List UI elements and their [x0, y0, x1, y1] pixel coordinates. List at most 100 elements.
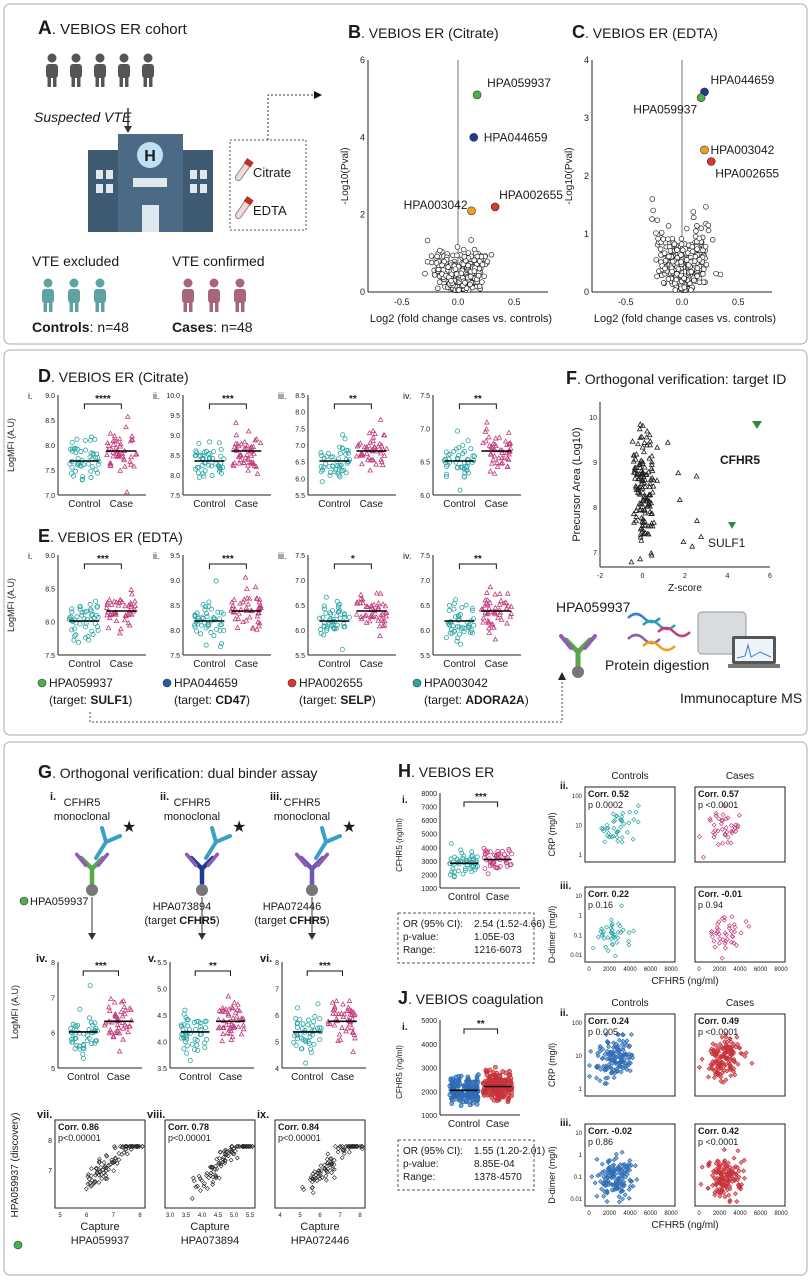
p-value: p 0.0002: [588, 800, 623, 810]
volcano-dot: [672, 280, 678, 287]
y-axis-label: LogMFI (A.U): [6, 418, 16, 472]
data-dot: [709, 1062, 715, 1068]
sig-bracket: [458, 403, 497, 409]
data-dot: [132, 451, 139, 457]
data-dot: [649, 489, 656, 495]
data-dot: [458, 1091, 464, 1097]
y-tick-label: 7.0: [420, 578, 430, 585]
data-dot: [455, 868, 461, 874]
window: [96, 170, 103, 179]
data-dot: [600, 1055, 606, 1061]
data-dot: [735, 1148, 741, 1154]
data-dot: [194, 1042, 200, 1048]
data-dot: [492, 636, 499, 642]
volcano-dot: [717, 271, 724, 278]
hit-label: HPA003042: [404, 198, 468, 212]
data-dot: [599, 1161, 605, 1167]
data-dot: [206, 603, 212, 609]
significance: ***: [222, 554, 234, 565]
x-tick-label: 6: [318, 1213, 322, 1219]
data-dot: [226, 1006, 232, 1012]
data-dot: [736, 812, 742, 818]
data-dot: [606, 834, 612, 840]
data-dot: [103, 1176, 108, 1182]
sig-bracket: [463, 1028, 499, 1034]
hit-label: HPA059937: [633, 103, 697, 117]
person-icon: [183, 301, 187, 312]
data-dot: [292, 1033, 298, 1039]
y-tick-label: 7.0: [45, 493, 55, 500]
x-axis-label: Log2 (fold change cases vs. controls): [370, 313, 552, 325]
data-dot: [648, 452, 655, 459]
y-tick-label: 6.5: [420, 603, 430, 610]
data-dot: [225, 1153, 231, 1159]
data-dot: [129, 611, 135, 617]
binder-target: (target: CD47): [174, 693, 250, 707]
data-dot: [243, 585, 250, 591]
arrowhead: [124, 126, 132, 133]
person-icon: [183, 278, 193, 288]
data-dot: [112, 609, 118, 615]
data-dot: [726, 925, 732, 931]
data-dot: [216, 1175, 222, 1181]
volcano-dot: [684, 257, 690, 263]
data-dot: [639, 501, 645, 507]
data-dot: [736, 1168, 742, 1174]
person-icon: [125, 76, 129, 87]
significance: *: [351, 554, 355, 565]
data-dot: [293, 1016, 299, 1022]
volcano-dot: [437, 247, 443, 254]
data-dot: [327, 472, 333, 478]
data-dot: [626, 1054, 632, 1060]
data-dot: [719, 1034, 725, 1040]
data-dot: [217, 465, 223, 471]
data-dot: [203, 448, 209, 454]
volcano-dot: [484, 258, 491, 265]
data-dot: [627, 1183, 633, 1189]
significance: **: [349, 394, 357, 405]
volcano-dot: [653, 230, 659, 236]
data-dot: [122, 1007, 129, 1013]
data-dot: [334, 613, 340, 619]
volcano-dot: [696, 235, 703, 242]
data-dot: [506, 846, 512, 852]
data-dot: [246, 614, 253, 620]
volcano-dot: [474, 253, 481, 260]
x-tick-label: Case: [360, 499, 384, 510]
volcano-dot: [424, 237, 431, 244]
data-dot: [619, 903, 625, 909]
data-dot: [371, 601, 377, 607]
data-dot: [613, 1060, 618, 1066]
data-dot: [485, 871, 491, 877]
data-dot: [728, 928, 734, 934]
data-dot: [595, 1063, 601, 1069]
volcano-dot: [705, 227, 712, 234]
volcano-dot: [713, 270, 719, 277]
data-dot: [70, 446, 76, 452]
data-dot: [741, 1175, 747, 1181]
data-dot: [602, 1066, 608, 1072]
p-value: p <0.0001: [698, 1027, 738, 1037]
data-dot: [185, 1017, 191, 1023]
data-dot: [457, 641, 463, 647]
data-dot: [238, 1015, 245, 1021]
data-dot: [79, 612, 85, 618]
data-dot: [602, 1188, 608, 1194]
x-tick-label: 6: [85, 1213, 89, 1219]
corr-value: Corr. -0.02: [588, 1126, 632, 1136]
data-dot: [131, 1143, 137, 1149]
data-dot: [69, 1036, 75, 1042]
x-tick-label: -0.5: [394, 297, 410, 307]
data-dot: [651, 519, 657, 525]
label-part: CD47: [215, 693, 246, 707]
data-dot: [198, 631, 204, 637]
data-dot: [94, 604, 100, 610]
data-dot: [664, 439, 671, 445]
x-tick-label: 4: [278, 1213, 282, 1219]
person-icon: [118, 64, 130, 78]
data-dot: [508, 862, 514, 867]
dotted-arrow: [267, 94, 315, 140]
arrowhead: [558, 672, 566, 680]
y-tick-label: 8.0: [295, 410, 305, 417]
data-dot: [715, 1162, 721, 1168]
